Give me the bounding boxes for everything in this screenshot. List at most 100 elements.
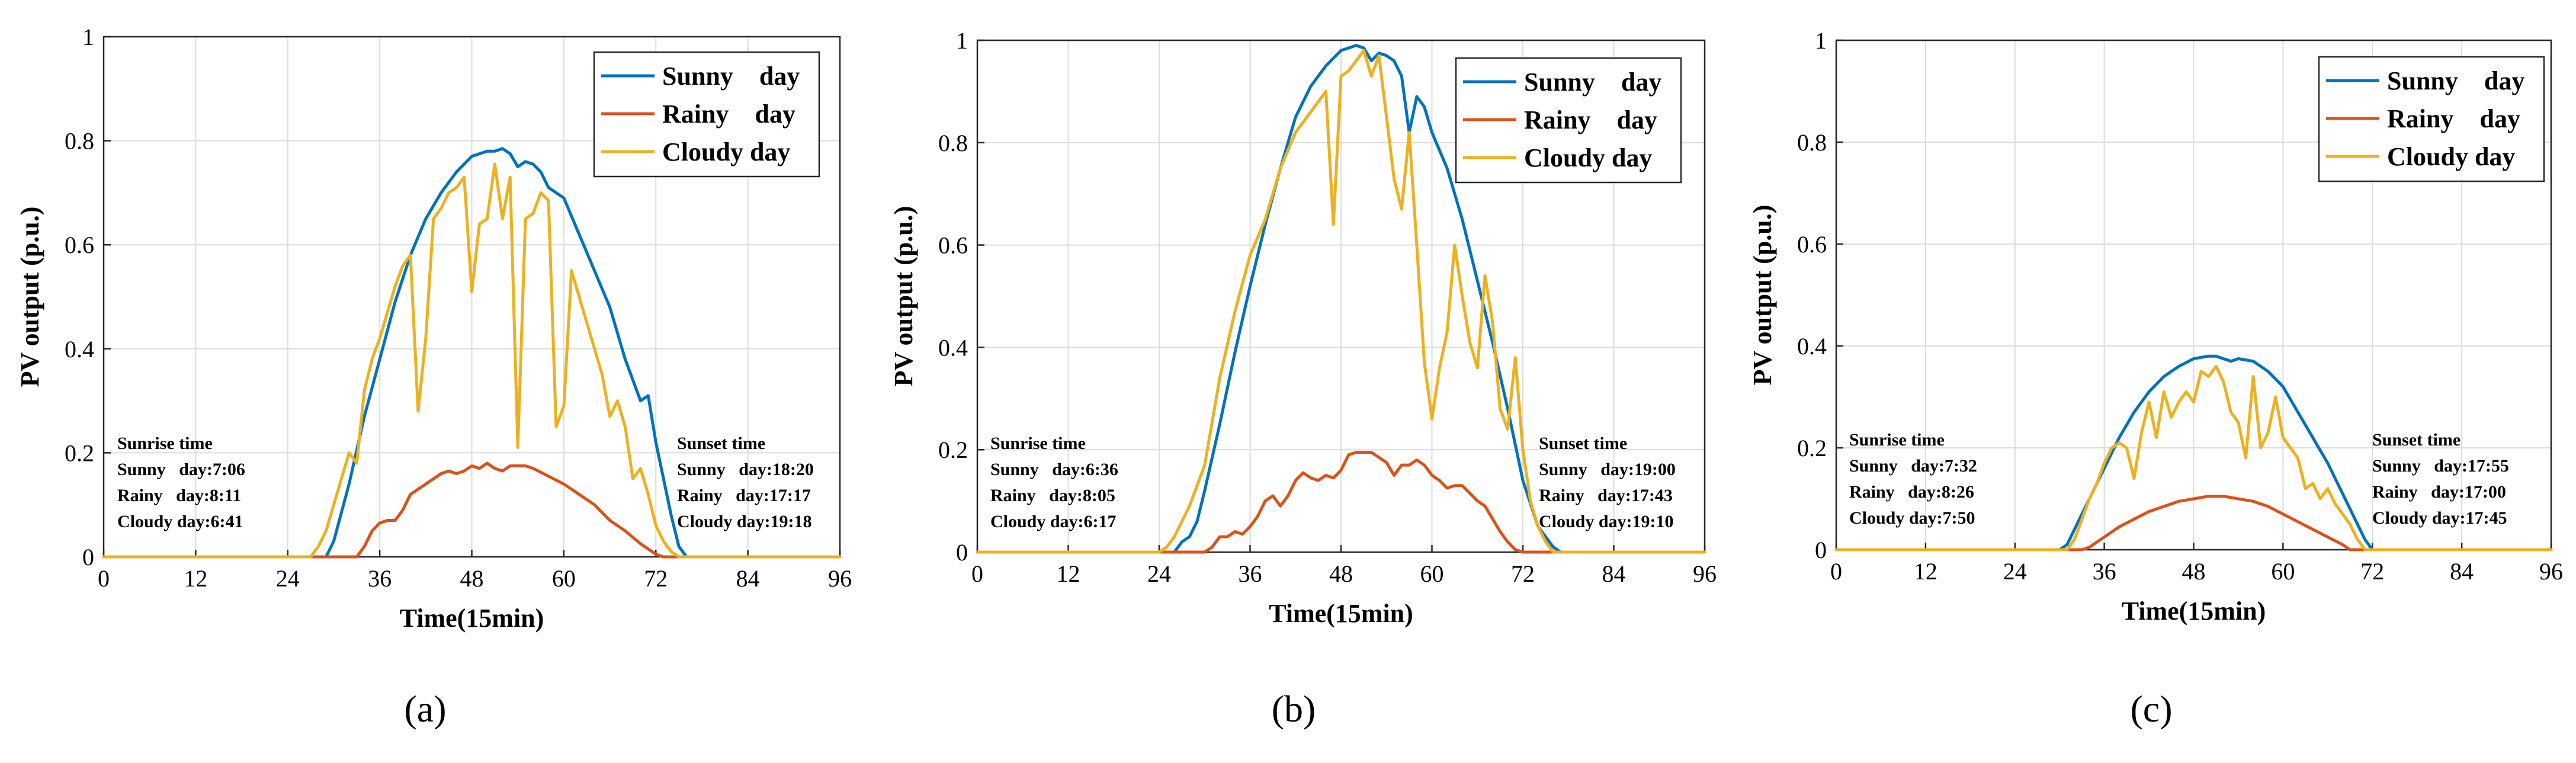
series-line-rainy [976,451,1706,554]
x-tick-label: 72 [1511,560,1535,587]
x-tick-label: 96 [828,565,852,592]
sunset-line: Sunset time [2372,430,2460,450]
y-tick-label: 0.8 [65,128,94,155]
x-tick-label: 12 [1914,558,1937,585]
y-tick-label: 1 [1815,27,1827,54]
panel-label: (a) [404,688,446,730]
x-axis-label: Time(15min) [2122,597,2266,626]
legend-label-sunny: Sunny day [1524,68,1661,97]
y-axis-label: PV output (p.u.) [889,206,918,387]
series-line-cloudy [102,162,842,559]
series-line-rainy [1834,495,2553,552]
sunset-line: Sunset time [1539,434,1627,453]
sunset-line: Sunny day:19:00 [1539,460,1676,479]
y-tick-label: 0.2 [1797,435,1827,461]
x-tick-label: 48 [460,565,484,592]
y-tick-label: 0.4 [65,336,94,363]
y-tick-label: 0.8 [1797,129,1827,156]
panel-label: (b) [1272,688,1316,730]
x-tick-label: 96 [1693,560,1717,587]
sunrise-annotation: Sunrise time Sunny day:7:06 Rainy day:8:11… [117,434,245,531]
x-axis-label: Time(15min) [400,604,544,633]
sunrise-line: Rainy day:8:11 [117,486,241,505]
sunset-line: Cloudy day:19:10 [1539,512,1674,531]
legend-label-sunny: Sunny day [2387,66,2524,95]
y-tick-label: 0.6 [65,232,94,258]
sunset-line: Rainy day:17:43 [1539,486,1673,505]
sunset-line: Sunny day:17:55 [2372,456,2509,476]
chart-panel-a: 0 12 24 36 48 60 72 84 96 0 0.2 0.4 0.6 0.8 1 Time(15mi… [15,24,852,730]
y-tick-label: 0.4 [938,334,968,361]
x-tick-label: 24 [276,565,300,592]
x-tick-label: 24 [1147,560,1171,587]
series-line-sunny [976,44,1706,554]
x-tick-label: 0 [1830,558,1842,585]
y-axis-label: PV output (p.u.) [15,207,44,387]
legend: Sunny day Rainy day Cloudy day [1455,57,1682,184]
sunset-line: Cloudy day:17:45 [2372,508,2507,528]
sunset-line: Sunset time [677,434,765,453]
sunset-line: Cloudy day:19:18 [677,512,812,531]
x-tick-label: 60 [552,565,576,592]
sunrise-line: Rainy day:8:26 [1849,482,1974,502]
sunrise-line: Cloudy day:7:50 [1849,508,1975,528]
plot-frame [976,39,1706,553]
x-axis-label: Time(15min) [1269,599,1413,628]
x-tick-label: 12 [184,565,207,592]
y-tick-label: 0 [82,544,94,570]
sunrise-annotation: Sunrise time Sunny day:7:32 Rainy day:8:26… [1849,430,1977,528]
y-tick-label: 0 [1815,537,1827,563]
sunrise-line: Rainy day:8:05 [990,486,1115,505]
sunset-annotation: Sunset time Sunny day:19:00 Rainy day:17:4… [1539,434,1676,531]
x-tick-label: 0 [971,560,983,587]
x-tick-label: 24 [2003,558,2027,585]
legend-label-cloudy: Cloudy day [2387,142,2515,171]
y-tick-label: 0.4 [1797,333,1827,360]
plot-frame [102,36,841,558]
sunrise-line: Cloudy day:6:17 [990,512,1117,531]
y-tick-label: 1 [82,24,94,50]
x-tick-label: 48 [2182,558,2206,585]
sunrise-line: Sunny day:7:32 [1849,456,1977,476]
sunrise-line: Sunrise time [990,434,1086,453]
x-tick-label: 72 [2360,558,2384,585]
x-tick-label: 72 [644,565,668,592]
x-tick-label: 96 [2539,558,2563,585]
x-tick-label: 12 [1057,560,1080,587]
x-tick-label: 36 [368,565,392,592]
y-tick-label: 0.2 [65,440,94,466]
y-tick-label: 0.8 [938,130,968,156]
x-tick-label: 60 [2271,558,2295,585]
y-axis-label: PV output (p.u.) [1748,205,1777,386]
y-tick-label: 0.6 [938,232,968,259]
y-tick-label: 1 [956,27,968,54]
sunrise-annotation: Sunrise time Sunny day:6:36 Rainy day:8:05… [990,434,1118,531]
series-line-sunny [102,147,842,559]
sunset-annotation: Sunset time Sunny day:17:55 Rainy day:17:0… [2372,430,2509,528]
x-tick-label: 0 [98,565,110,592]
legend-label-cloudy: Cloudy day [662,137,790,166]
legend-label-rainy: Rainy day [1524,105,1657,134]
sunrise-line: Cloudy day:6:41 [117,512,243,531]
x-tick-label: 84 [1602,560,1626,587]
series-line-cloudy [1834,364,2553,552]
x-tick-label: 84 [2450,558,2474,585]
x-tick-label: 48 [1329,560,1353,587]
panel-label: (c) [2130,688,2172,730]
sunrise-line: Sunrise time [117,434,213,453]
sunset-line: Rainy day:17:00 [2372,482,2506,502]
legend-label-sunny: Sunny day [662,62,800,91]
y-tick-label: 0.2 [938,437,968,463]
sunset-line: Rainy day:17:17 [677,486,811,505]
x-tick-label: 84 [736,565,760,592]
legend-label-rainy: Rainy day [662,100,795,129]
legend: Sunny day Rainy day Cloudy day [2318,56,2545,182]
series-line-cloudy [976,49,1706,554]
sunrise-line: Sunny day:7:06 [117,460,245,479]
legend-label-cloudy: Cloudy day [1524,143,1652,172]
legend: Sunny day Rainy day Cloudy day [593,51,820,178]
chart-panel-b: 0 12 24 36 48 60 72 84 96 0 0.2 0.4 0.6 0.8 1 Time(15mi… [889,27,1717,730]
x-tick-label: 36 [2093,558,2116,585]
x-tick-label: 36 [1239,560,1262,587]
